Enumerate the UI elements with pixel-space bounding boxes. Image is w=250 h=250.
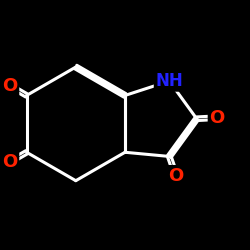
Text: NH: NH	[156, 72, 183, 90]
Text: O: O	[210, 109, 225, 127]
Text: O: O	[2, 153, 18, 171]
Text: O: O	[168, 167, 184, 185]
Text: O: O	[2, 77, 18, 95]
